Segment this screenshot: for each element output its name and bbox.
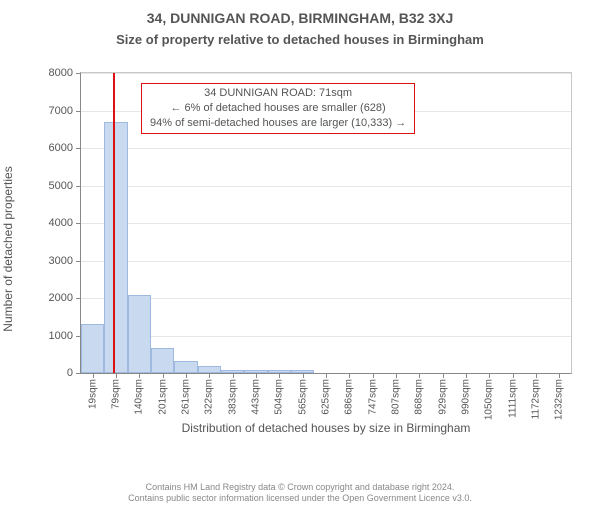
property-annotation: 34 DUNNIGAN ROAD: 71sqm← 6% of detached … (141, 83, 415, 134)
grid-line (81, 73, 571, 74)
x-tick-label: 322sqm (204, 379, 215, 415)
x-tick (559, 373, 560, 378)
property-marker-line (113, 73, 115, 373)
x-tick-label: 990sqm (461, 379, 472, 415)
y-tick (76, 148, 81, 149)
plot-area: Distribution of detached houses by size … (80, 72, 572, 374)
x-tick (419, 373, 420, 378)
histogram-bar (151, 348, 174, 374)
footer-line: Contains public sector information licen… (0, 493, 600, 504)
x-tick-label: 19sqm (87, 379, 98, 409)
x-tick (93, 373, 94, 378)
y-tick (76, 373, 81, 374)
x-tick-label: 201sqm (157, 379, 168, 415)
x-tick (396, 373, 397, 378)
x-tick (279, 373, 280, 378)
x-tick-label: 929sqm (437, 379, 448, 415)
y-tick-label: 2000 (49, 292, 73, 304)
y-tick-label: 1000 (49, 330, 73, 342)
x-tick (186, 373, 187, 378)
x-tick-label: 443sqm (251, 379, 262, 415)
histogram-bar (104, 122, 127, 373)
x-tick-label: 1111sqm (507, 379, 518, 418)
y-tick-label: 6000 (49, 142, 73, 154)
chart-container: Number of detached properties Distributi… (32, 64, 580, 434)
x-tick (233, 373, 234, 378)
x-tick (466, 373, 467, 378)
x-tick-label: 504sqm (274, 379, 285, 415)
x-axis-label: Distribution of detached houses by size … (182, 421, 471, 435)
x-tick-label: 565sqm (297, 379, 308, 415)
x-tick-label: 807sqm (391, 379, 402, 415)
x-tick-label: 383sqm (227, 379, 238, 415)
y-tick-label: 0 (67, 367, 73, 379)
x-tick-label: 747sqm (367, 379, 378, 415)
x-tick (303, 373, 304, 378)
annotation-line: ← 6% of detached houses are smaller (628… (150, 101, 406, 116)
x-tick (349, 373, 350, 378)
y-tick (76, 73, 81, 74)
x-tick-label: 140sqm (134, 379, 145, 415)
x-tick-label: 1050sqm (484, 379, 495, 420)
x-tick (513, 373, 514, 378)
y-tick-label: 7000 (49, 105, 73, 117)
y-axis-label: Number of detached properties (1, 166, 15, 331)
y-tick (76, 298, 81, 299)
footer-attribution: Contains HM Land Registry data © Crown c… (0, 482, 600, 504)
grid-line (81, 336, 571, 337)
grid-line (81, 186, 571, 187)
annotation-line: 34 DUNNIGAN ROAD: 71sqm (150, 86, 406, 101)
y-tick-label: 5000 (49, 180, 73, 192)
grid-line (81, 298, 571, 299)
grid-line (81, 223, 571, 224)
histogram-bar (198, 366, 221, 373)
y-tick (76, 261, 81, 262)
y-tick-label: 3000 (49, 255, 73, 267)
y-tick-label: 8000 (49, 67, 73, 79)
page-title: 34, DUNNIGAN ROAD, BIRMINGHAM, B32 3XJ (0, 10, 600, 26)
grid-line (81, 148, 571, 149)
grid-line (81, 261, 571, 262)
y-tick (76, 223, 81, 224)
x-tick-label: 625sqm (321, 379, 332, 415)
histogram-bar (81, 324, 104, 373)
x-tick (536, 373, 537, 378)
x-tick (139, 373, 140, 378)
x-tick (116, 373, 117, 378)
x-tick-label: 868sqm (414, 379, 425, 415)
histogram-bar (174, 361, 197, 373)
y-tick (76, 111, 81, 112)
x-tick (373, 373, 374, 378)
x-tick-label: 1232sqm (554, 379, 565, 420)
x-tick-label: 79sqm (111, 379, 122, 409)
annotation-line: 94% of semi-detached houses are larger (… (150, 116, 406, 131)
x-tick (163, 373, 164, 378)
x-tick (256, 373, 257, 378)
histogram-bar (128, 295, 151, 373)
x-tick (326, 373, 327, 378)
x-tick (209, 373, 210, 378)
x-tick (443, 373, 444, 378)
y-tick (76, 186, 81, 187)
footer-line: Contains HM Land Registry data © Crown c… (0, 482, 600, 493)
y-tick-label: 4000 (49, 217, 73, 229)
x-tick-label: 1172sqm (531, 379, 542, 419)
x-tick (489, 373, 490, 378)
x-tick-label: 686sqm (344, 379, 355, 415)
chart-subtitle: Size of property relative to detached ho… (0, 32, 600, 47)
x-tick-label: 261sqm (181, 379, 192, 415)
